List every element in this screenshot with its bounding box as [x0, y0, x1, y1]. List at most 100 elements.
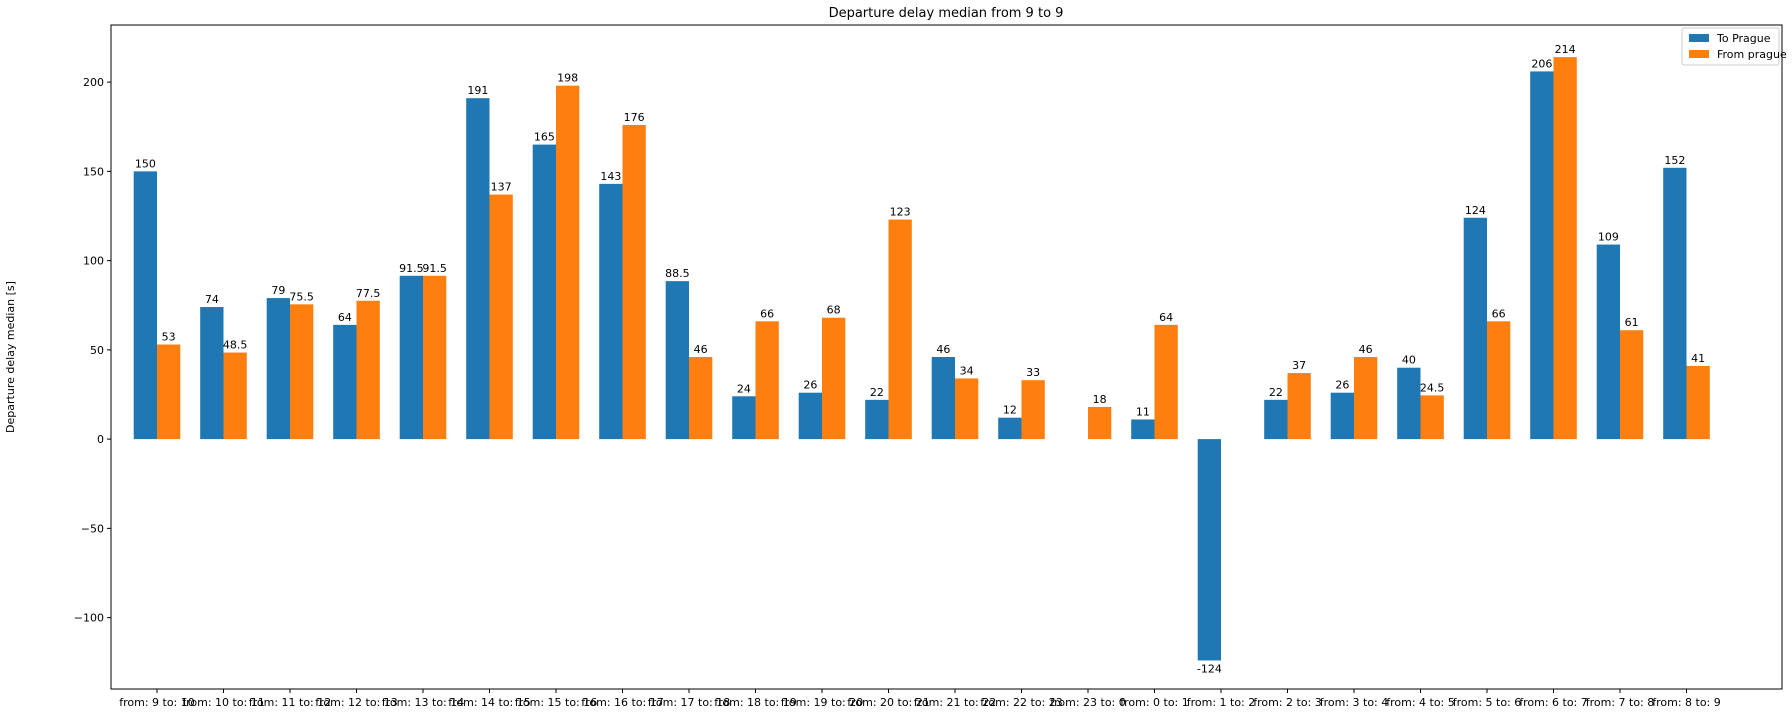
- bar-value-label: 68: [827, 304, 841, 317]
- bar: [822, 317, 846, 440]
- bar: [333, 324, 357, 440]
- x-tick-label: from: 19 to: 20: [781, 696, 864, 709]
- bar-value-label: 75.5: [289, 290, 314, 303]
- x-tick-label: from: 6 to: 7: [1519, 696, 1588, 709]
- plot-frame: [110, 24, 1783, 690]
- bar: [556, 85, 580, 440]
- x-tick-label: from: 14 to: 15: [448, 696, 531, 709]
- bar-value-label: 77.5: [356, 287, 381, 300]
- bar: [266, 298, 290, 440]
- bar-value-label: 124: [1465, 204, 1486, 217]
- bar-value-label: 48.5: [223, 339, 248, 352]
- bar: [1330, 392, 1354, 440]
- legend-label-from-prague: From prague: [1717, 48, 1787, 61]
- y-tick-label: 200: [83, 76, 104, 89]
- x-tick-label: from: 22 to: 23: [980, 696, 1063, 709]
- bar: [1354, 357, 1378, 440]
- bar-value-label: 191: [467, 84, 488, 97]
- bar-value-label: 91.5: [422, 262, 447, 275]
- bar-value-label: 214: [1555, 43, 1576, 56]
- bar-value-label: 88.5: [665, 267, 690, 280]
- bar-value-label: 24: [737, 382, 751, 395]
- bar: [888, 219, 912, 440]
- bar: [1021, 380, 1045, 440]
- bar-value-label: 64: [338, 311, 352, 324]
- x-tick-label: from: 18 to: 19: [714, 696, 797, 709]
- bar-value-label: 91.5: [399, 262, 424, 275]
- bar: [532, 144, 556, 440]
- bar-value-label: 176: [624, 111, 645, 124]
- x-tick-label: from: 23 to: 0: [1050, 696, 1126, 709]
- bar: [1197, 439, 1221, 661]
- bar-value-label: 26: [803, 379, 817, 392]
- legend-swatch-to-prague: [1689, 34, 1709, 42]
- bar: [1420, 395, 1444, 440]
- bar-value-label: 74: [205, 293, 219, 306]
- bar: [1397, 367, 1421, 440]
- bar-value-label: 46: [1359, 343, 1373, 356]
- bar: [1620, 330, 1644, 440]
- legend-swatch-from-prague: [1689, 50, 1709, 58]
- y-tick-label: −100: [74, 612, 104, 625]
- bar: [423, 275, 447, 440]
- bar: [755, 321, 779, 440]
- bar: [1463, 217, 1487, 440]
- bar: [200, 307, 224, 440]
- bar-value-label: -124: [1197, 662, 1222, 675]
- bar-value-label: 66: [760, 307, 774, 320]
- bar-value-label: 46: [694, 343, 708, 356]
- bar: [1487, 321, 1511, 440]
- bar: [732, 396, 756, 440]
- y-tick-label: 100: [83, 255, 104, 268]
- y-tick-label: 150: [83, 165, 104, 178]
- bar-value-label: 22: [870, 386, 884, 399]
- x-tick-label: from: 15 to: 16: [515, 696, 598, 709]
- x-tick-label: from: 9 to: 10: [119, 696, 195, 709]
- bar-value-label: 143: [600, 170, 621, 183]
- bar-value-label: 34: [960, 364, 974, 377]
- bar-value-label: 22: [1269, 386, 1283, 399]
- bar: [665, 281, 689, 440]
- bar: [1663, 167, 1687, 440]
- legend-label-to-prague: To Prague: [1716, 32, 1771, 45]
- bar-value-label: 41: [1691, 352, 1705, 365]
- bar-value-label: 150: [135, 157, 156, 170]
- bar: [1154, 324, 1178, 440]
- bar: [1530, 71, 1554, 440]
- bar: [1596, 244, 1620, 440]
- bar-value-label: 11: [1136, 405, 1150, 418]
- bar-value-label: 53: [162, 331, 176, 344]
- bar-value-label: 46: [936, 343, 950, 356]
- x-tick-label: from: 16 to: 17: [581, 696, 664, 709]
- x-tick-label: from: 11 to: 12: [249, 696, 332, 709]
- x-tick-label: from: 1 to: 2: [1187, 696, 1256, 709]
- y-axis-label: Departure delay median [s]: [4, 281, 17, 433]
- bar-value-label: 37: [1292, 359, 1306, 372]
- bar-value-label: 33: [1026, 366, 1040, 379]
- x-tick-label: from: 0 to: 1: [1120, 696, 1189, 709]
- bar: [931, 357, 955, 440]
- x-tick-label: from: 20 to: 21: [847, 696, 930, 709]
- x-tick-label: from: 5 to: 6: [1453, 696, 1522, 709]
- bar-value-label: 66: [1492, 307, 1506, 320]
- y-tick-label: −50: [81, 522, 104, 535]
- bar-value-label: 152: [1664, 154, 1685, 167]
- bar-value-label: 198: [557, 72, 578, 85]
- bar-value-label: 40: [1402, 354, 1416, 367]
- y-tick-label: 50: [90, 344, 104, 357]
- legend: To Prague From prague: [1681, 27, 1787, 66]
- x-tick-label: from: 12 to: 13: [315, 696, 398, 709]
- bar: [599, 183, 623, 440]
- bar-value-label: 12: [1003, 404, 1017, 417]
- bars-group: [133, 57, 1710, 661]
- bar: [489, 194, 513, 440]
- bar-value-label: 79: [271, 284, 285, 297]
- bar: [399, 275, 423, 440]
- bar-value-label: 123: [890, 206, 911, 219]
- y-axis: −100 −50 0 50 100 150 200: [74, 76, 111, 625]
- x-tick-label: from: 10 to: 11: [182, 696, 265, 709]
- bar: [689, 357, 713, 440]
- bar-value-label: 26: [1335, 379, 1349, 392]
- x-tick-label: from: 2 to: 3: [1253, 696, 1322, 709]
